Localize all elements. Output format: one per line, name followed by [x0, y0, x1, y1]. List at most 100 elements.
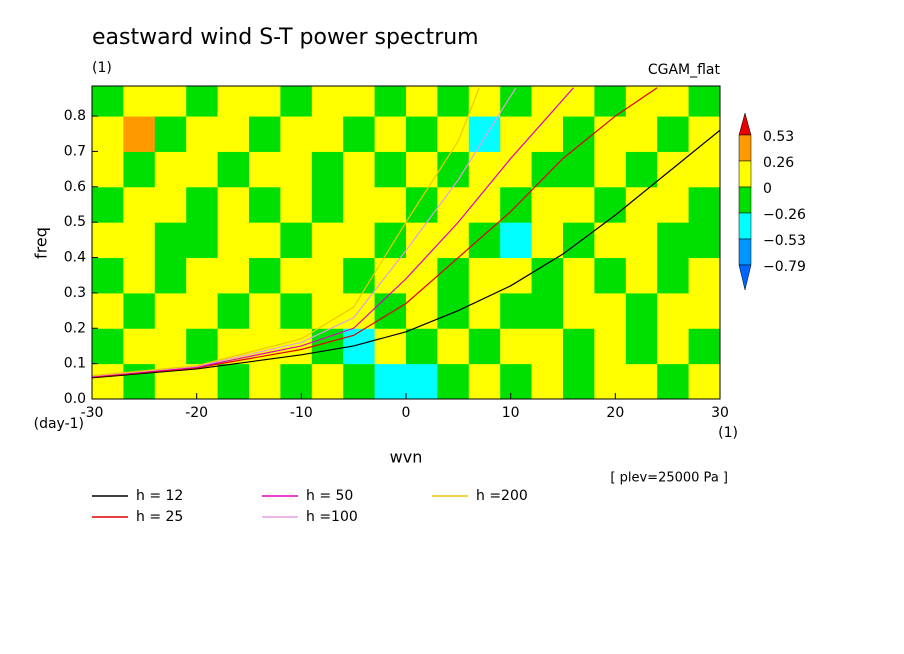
colorbar-arrow [738, 264, 752, 291]
model-label: CGAM_flat [648, 62, 721, 78]
field-cell [500, 86, 533, 117]
field-cell [468, 116, 501, 152]
x-tick-label: 30 [711, 405, 729, 421]
y-tick-label: 0.5 [64, 214, 86, 230]
field-cell [92, 116, 124, 152]
field-cell [123, 328, 156, 365]
field-cell [531, 292, 564, 329]
field-cell [154, 116, 187, 152]
field-cell [186, 292, 219, 329]
field-cell [154, 151, 187, 188]
field-cell [594, 292, 627, 329]
field-cell [249, 257, 281, 294]
field-cell [280, 86, 313, 117]
field-cell [343, 222, 376, 259]
field-cell [500, 151, 533, 188]
field-cell [657, 186, 690, 223]
field-cell [468, 363, 501, 399]
field-cell [343, 116, 376, 152]
field-cell [625, 116, 658, 152]
field-cell [657, 222, 690, 259]
field-cell [688, 292, 720, 329]
field-cell [374, 186, 407, 223]
field-cell [123, 116, 156, 152]
field-cell [688, 257, 720, 294]
field-cell [343, 363, 376, 399]
dispersion-curve [92, 87, 574, 377]
legend-label: h = 50 [306, 488, 353, 504]
field-cell [374, 328, 407, 365]
field-cell [625, 363, 658, 399]
field-cell [688, 186, 720, 223]
field-cell [311, 86, 344, 117]
field-cell [123, 257, 156, 294]
field-cell [154, 292, 187, 329]
field-cell [217, 116, 250, 152]
colorbar-arrow [738, 112, 752, 136]
field-cell [531, 86, 564, 117]
field-cell [563, 186, 595, 223]
field-cell [657, 116, 690, 152]
field-cell [594, 116, 627, 152]
field-cell [625, 222, 658, 259]
field-cell [406, 292, 438, 329]
colorbar-box [738, 160, 752, 188]
field-cell [249, 363, 281, 399]
field-cell [406, 257, 438, 294]
field-cell [500, 292, 533, 329]
field-cell [406, 116, 438, 152]
dispersion-curve [92, 87, 480, 377]
annotation: [ plev=25000 Pa ] [610, 471, 728, 486]
y-tick-label: 0.1 [64, 356, 86, 372]
field-cell [594, 186, 627, 223]
field-cell [500, 222, 533, 259]
field-cell [625, 257, 658, 294]
field-cell [374, 151, 407, 188]
field-cell [594, 151, 627, 188]
colorbar-label: 0.26 [763, 155, 794, 171]
field-cell [186, 186, 219, 223]
field-cell [468, 328, 501, 365]
field-cell [92, 222, 124, 259]
field-cell [249, 186, 281, 223]
x-tick-label: -20 [185, 405, 208, 421]
field-cell [280, 257, 313, 294]
field-cell [154, 186, 187, 223]
field-cell [217, 257, 250, 294]
field-cell [343, 257, 376, 294]
dispersion-curve [92, 129, 720, 379]
field-cell [217, 186, 250, 223]
legend-label: h =100 [306, 509, 358, 525]
legend-label: h =200 [476, 488, 528, 504]
legend-label: h = 25 [136, 509, 183, 525]
field-cell [625, 292, 658, 329]
field-cell [594, 328, 627, 365]
field-cell [406, 186, 438, 223]
field-cell [249, 86, 281, 117]
field-cell [500, 116, 533, 152]
colorbar-label: −0.79 [763, 259, 806, 275]
field-cell [563, 363, 595, 399]
x-unit: (1) [718, 425, 738, 441]
field-cell [437, 328, 470, 365]
field-cell [625, 328, 658, 365]
field-cell [657, 328, 690, 365]
field-cell [186, 222, 219, 259]
field-cell [594, 257, 627, 294]
x-axis-label: wvn [390, 448, 423, 467]
field-cell [688, 328, 720, 365]
y-tick-label: 0.4 [64, 250, 86, 266]
field-cell [563, 292, 595, 329]
field-cell [437, 257, 470, 294]
field-cell [343, 328, 376, 365]
field-cell [280, 151, 313, 188]
colorbar-label: −0.26 [763, 207, 806, 223]
field-cell [92, 257, 124, 294]
field-cell [531, 222, 564, 259]
field-cell [625, 151, 658, 188]
field-cell [311, 328, 344, 365]
field-cell [468, 222, 501, 259]
field-cell [186, 86, 219, 117]
field-cell [123, 151, 156, 188]
field-cell [657, 151, 690, 188]
